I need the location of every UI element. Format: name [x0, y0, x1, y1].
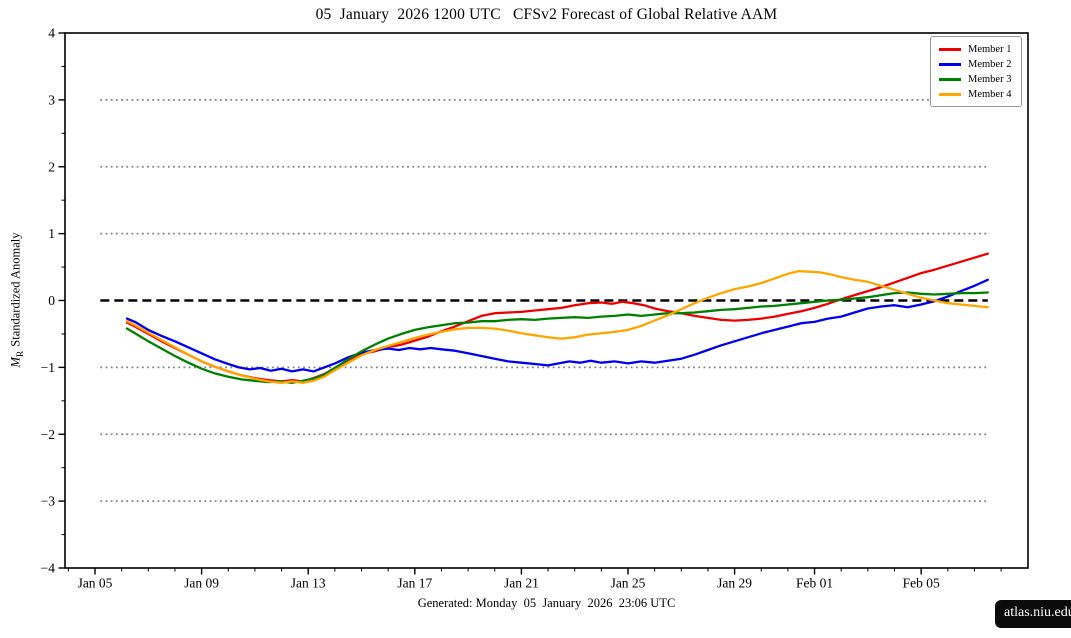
- y-tick-label: −2: [41, 427, 55, 442]
- legend-label: Member 3: [968, 73, 1012, 85]
- legend-item-member-4: Member 4: [939, 87, 1017, 102]
- y-tick-label: 3: [48, 92, 55, 107]
- chart-title: 05 January 2026 1200 UTC CFSv2 Forecast …: [315, 6, 778, 23]
- x-tick-label: Jan 21: [504, 576, 539, 591]
- legend-swatch: [939, 78, 961, 81]
- y-tick-label: 1: [48, 226, 55, 241]
- x-tick-label: Jan 13: [291, 576, 326, 591]
- legend-item-member-3: Member 3: [939, 72, 1017, 87]
- generated-timestamp: Generated: Monday 05 January 2026 23:06 …: [417, 596, 676, 610]
- legend-swatch: [939, 63, 961, 66]
- x-tick-label: Jan 17: [397, 576, 432, 591]
- series-line-member-4: [125, 269, 989, 384]
- legend-swatch: [939, 93, 961, 96]
- legend-label: Member 1: [968, 43, 1012, 55]
- watermark-badge: atlas.niu.edu: [995, 600, 1071, 628]
- y-tick-label: −1: [41, 360, 55, 375]
- plot-frame: [64, 32, 1029, 569]
- x-tick-label: Feb 01: [796, 576, 833, 591]
- y-tick-label: 4: [48, 26, 55, 41]
- legend-swatch: [939, 48, 961, 51]
- y-tick-label: −3: [41, 494, 56, 509]
- legend-label: Member 2: [968, 58, 1012, 70]
- series-line-member-2: [125, 278, 989, 373]
- x-tick-label: Jan 29: [717, 576, 752, 591]
- legend-item-member-2: Member 2: [939, 57, 1017, 72]
- x-tick-label: Jan 09: [184, 576, 219, 591]
- legend-item-member-1: Member 1: [939, 42, 1017, 57]
- x-tick-label: Jan 25: [611, 576, 646, 591]
- y-tick-label: 0: [48, 293, 55, 308]
- x-tick-label: Jan 05: [78, 576, 113, 591]
- y-tick-label: 2: [48, 159, 55, 174]
- y-tick-label: −4: [41, 561, 56, 576]
- legend: Member 1 Member 2 Member 3 Member 4: [930, 36, 1022, 107]
- legend-label: Member 4: [968, 88, 1012, 100]
- x-tick-label: Feb 05: [903, 576, 940, 591]
